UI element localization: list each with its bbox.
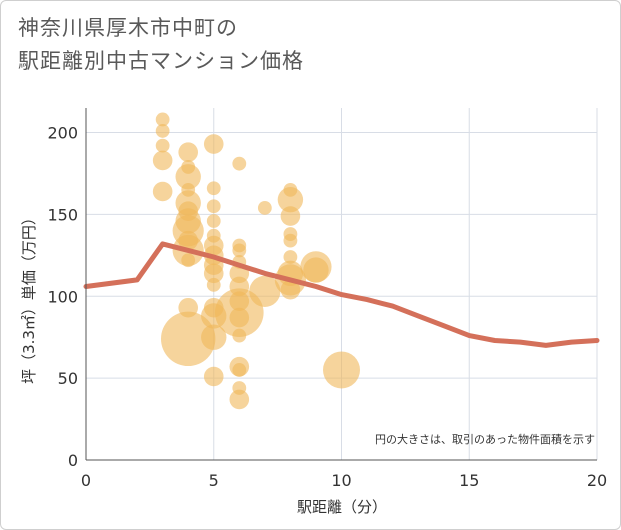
data-bubble [201,324,227,350]
data-bubble [161,311,216,367]
data-bubble [203,366,224,387]
trend-line-series [83,241,600,348]
y-tick-label: 50 [58,369,78,388]
data-bubble [206,181,221,196]
x-tick-label: 20 [587,471,607,490]
data-bubble [280,279,301,300]
data-bubble [152,181,173,202]
data-bubble [283,233,298,248]
data-bubble [203,263,224,284]
bubble-series [152,112,360,410]
data-bubble [152,150,173,171]
x-tick-label: 15 [459,471,479,490]
data-bubble [257,200,272,215]
x-tick-label: 10 [331,471,351,490]
data-bubble [232,156,247,171]
y-tick-label: 0 [68,451,78,470]
data-bubble [283,250,298,264]
chart-title-line-1: 神奈川県厚木市中町の [18,16,238,40]
data-bubble [181,253,196,268]
grid-lines [86,108,598,460]
data-bubble [178,142,198,163]
x-axis-label: 駅距離（分） [297,498,387,516]
y-tick-label: 150 [47,205,78,224]
chart-title: 神奈川県厚木市中町の 駅距離別中古マンション価格 [18,12,598,78]
y-axis-label: 坪（3.3㎡）単価（万円） [20,210,38,384]
y-tick-label: 200 [47,124,78,143]
bubble-size-note: 円の大きさは、取引のあった物件面積を示す [375,432,595,446]
data-bubble [206,199,221,214]
x-tick-label: 0 [81,471,91,490]
data-bubble [232,243,247,258]
data-bubble [232,363,247,377]
data-bubble [249,275,281,307]
data-bubble [232,328,247,343]
tick-labels: 0 50 100 150 200 0 5 10 15 20 [47,124,607,490]
data-bubble [155,124,170,138]
data-bubble [155,112,170,127]
data-bubble [206,214,221,228]
data-bubble [280,206,301,226]
data-bubble [175,164,201,190]
chart-title-line-2: 駅距離別中古マンション価格 [18,49,304,73]
data-bubble [229,307,250,328]
data-bubble [303,257,329,283]
x-tick-label: 5 [209,471,219,490]
data-bubble [206,277,221,292]
average-price-line [83,241,600,348]
data-bubble [277,186,304,213]
y-tick-label: 100 [47,287,78,306]
data-bubble [229,389,250,410]
axes [85,108,597,461]
data-bubble [203,134,224,154]
data-bubble [323,351,360,389]
data-bubble [155,138,170,153]
